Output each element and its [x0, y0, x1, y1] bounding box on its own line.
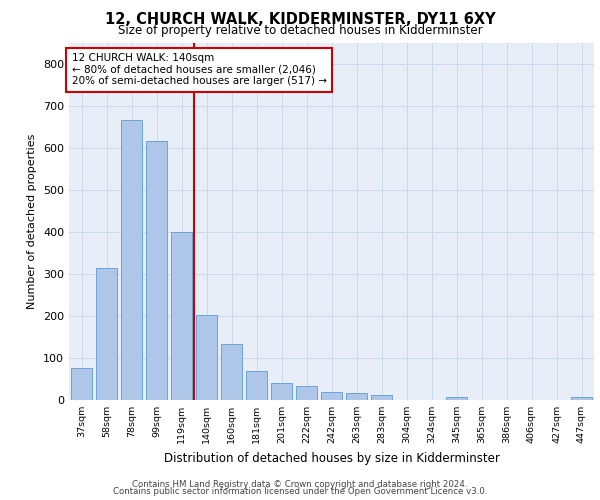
- Bar: [271, 383, 292, 400]
- Bar: [71, 368, 92, 400]
- X-axis label: Distribution of detached houses by size in Kidderminster: Distribution of detached houses by size …: [164, 452, 499, 464]
- Bar: [321, 392, 342, 400]
- Y-axis label: Number of detached properties: Number of detached properties: [28, 134, 37, 309]
- Bar: [96, 268, 117, 400]
- Bar: [221, 344, 242, 400]
- Bar: [146, 142, 167, 400]
- Bar: [246, 372, 267, 400]
- Text: Contains HM Land Registry data © Crown copyright and database right 2024.: Contains HM Land Registry data © Crown c…: [132, 480, 468, 489]
- Bar: [296, 386, 317, 400]
- Bar: [121, 120, 142, 400]
- Text: 12, CHURCH WALK, KIDDERMINSTER, DY11 6XY: 12, CHURCH WALK, KIDDERMINSTER, DY11 6XY: [104, 12, 496, 28]
- Bar: [346, 394, 367, 400]
- Text: Contains public sector information licensed under the Open Government Licence v3: Contains public sector information licen…: [113, 487, 487, 496]
- Bar: [371, 396, 392, 400]
- Text: Size of property relative to detached houses in Kidderminster: Size of property relative to detached ho…: [118, 24, 482, 37]
- Bar: [171, 232, 192, 400]
- Bar: [196, 314, 217, 400]
- Text: 12 CHURCH WALK: 140sqm
← 80% of detached houses are smaller (2,046)
20% of semi-: 12 CHURCH WALK: 140sqm ← 80% of detached…: [71, 53, 326, 86]
- Bar: [446, 398, 467, 400]
- Bar: [571, 398, 592, 400]
